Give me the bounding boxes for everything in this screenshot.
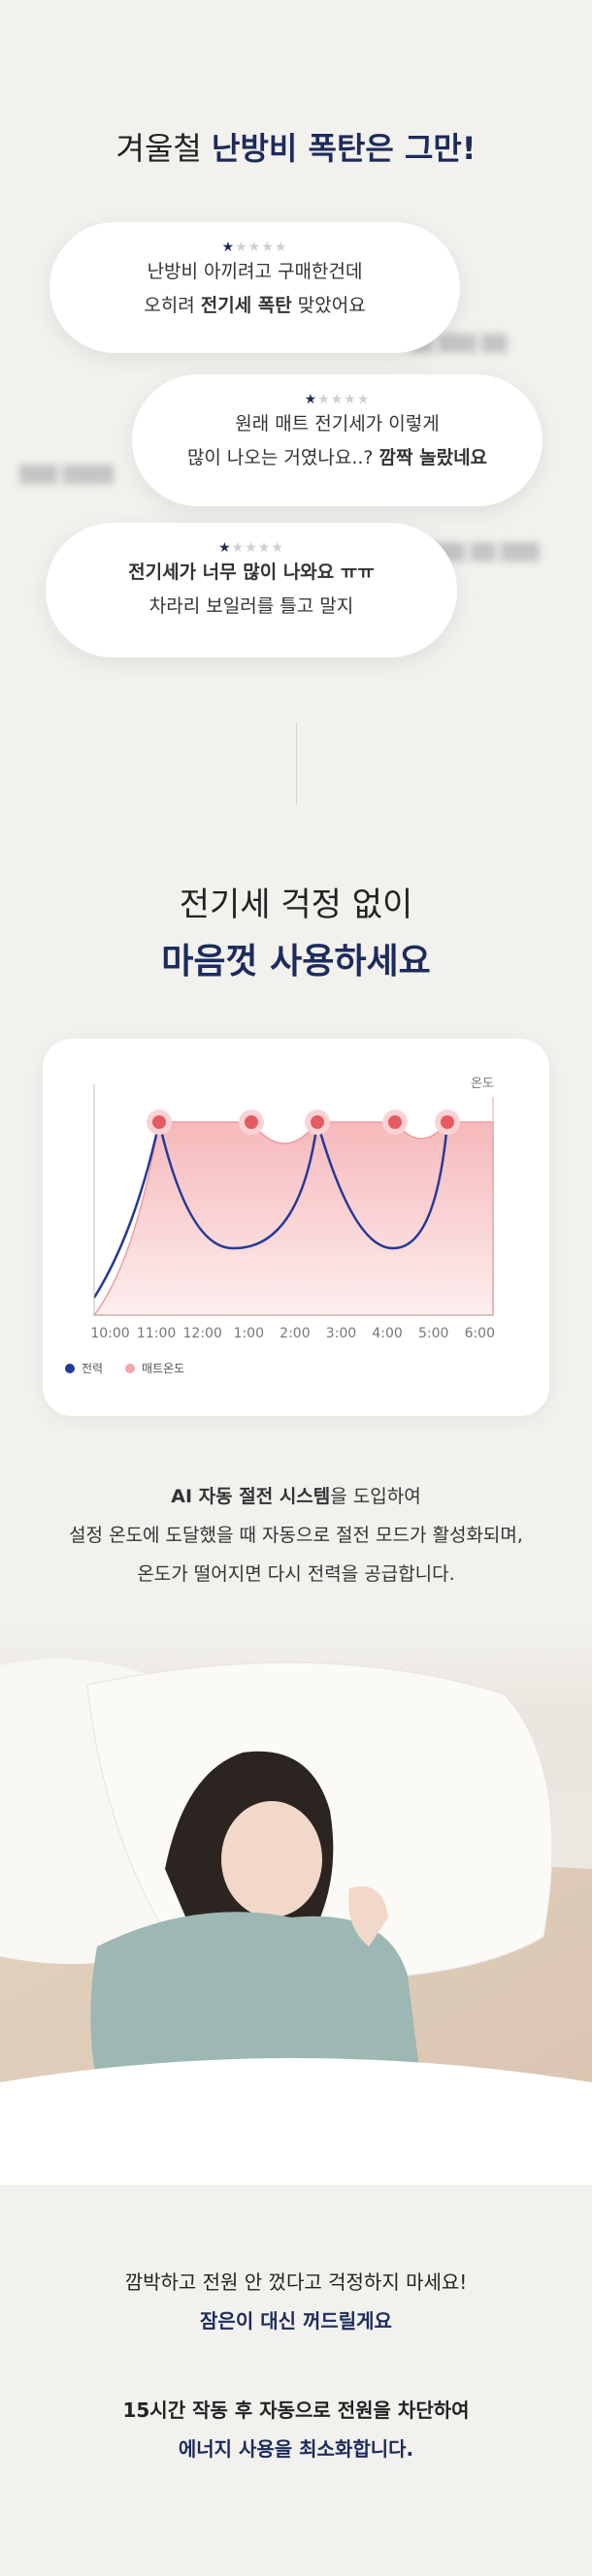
- description-line: 온도가 떨어지면 다시 전력을 공급합니다.: [0, 1560, 592, 1586]
- review-bubble: ★★★★★ 전기세가 너무 많이 나와요 ㅠㅠ 차라리 보일러를 틀고 말지: [46, 523, 457, 658]
- star: ★: [245, 540, 258, 556]
- footer-line: 깜박하고 전원 안 껐다고 걱정하지 마세요!: [0, 2267, 592, 2295]
- text-segment: 난방비 폭탄은 그만!: [212, 130, 477, 167]
- y-axis-label: 온도: [471, 1077, 494, 1091]
- page-title: 겨울철 난방비 폭탄은 그만!: [0, 124, 592, 169]
- text-segment: 원래 매트 전기세가 이렇게: [235, 413, 440, 435]
- text-segment: 깜박하고 전원 안 껐다고 걱정하지 마세요!: [124, 2270, 468, 2294]
- star: ★: [317, 392, 331, 407]
- rating-stars: ★★★★★: [46, 540, 457, 556]
- temperature-area: [92, 1121, 494, 1316]
- footer-line: 잠은이 대신 꺼드릴게요: [0, 2305, 592, 2334]
- x-tick-label: 11:00: [137, 1326, 176, 1341]
- star: ★: [274, 240, 288, 255]
- text-segment: 잠은이 대신 꺼드릴게요: [200, 2309, 392, 2333]
- legend-dot: [125, 1364, 135, 1373]
- heading-2: 마음껏 사용하세요: [161, 942, 431, 982]
- x-tick-label: 5:00: [418, 1326, 448, 1341]
- x-tick-label: 6:00: [465, 1326, 495, 1341]
- text-segment: 많이 나오는 거였나요..?: [186, 447, 379, 468]
- x-tick-label: 10:00: [90, 1326, 129, 1341]
- star: ★: [247, 240, 262, 255]
- text-segment: 겨울철: [115, 130, 213, 167]
- text-segment: 맞았어요: [291, 295, 366, 316]
- star: ★: [218, 540, 232, 556]
- x-tick-label: 1:00: [234, 1326, 264, 1341]
- text-segment: 설정 온도에 도달했을 때 자동으로 절전 모드가 활성화되며,: [69, 1525, 523, 1546]
- x-tick-label: 2:00: [280, 1326, 310, 1341]
- star: ★: [235, 240, 248, 255]
- star: ★: [221, 240, 236, 255]
- rating-stars: ★★★★★: [49, 240, 460, 255]
- review-bubble: ★★★★★ 난방비 아끼려고 구매한건데 오히려 전기세 폭탄 맞았어요: [49, 222, 460, 353]
- review-line: 많이 나오는 거였나요..? 깜짝 놀랐네요: [132, 441, 543, 475]
- footer-line: 에너지 사용을 최소화합니다.: [0, 2433, 592, 2462]
- description-line: AI 자동 절전 시스템을 도입하여: [0, 1482, 592, 1508]
- heading-1: 전기세 걱정 없이: [179, 886, 413, 924]
- star: ★: [231, 540, 246, 556]
- blurred-bg: ▒▒▒ ▒▒ ▒▒▒: [427, 543, 540, 563]
- legend-label: 전력: [82, 1362, 103, 1375]
- text-segment: 15시간 작동 후 자동으로 전원을 차단하여: [122, 2399, 470, 2422]
- text-segment: 온도가 떨어지면 다시 전력을 공급합니다.: [137, 1563, 455, 1585]
- star: ★: [344, 392, 357, 407]
- text-segment: AI 자동 절전 시스템: [171, 1486, 331, 1507]
- star: ★: [257, 540, 272, 556]
- x-tick-label: 4:00: [372, 1326, 402, 1341]
- x-tick-label: 12:00: [183, 1326, 222, 1341]
- star: ★: [261, 240, 275, 255]
- text-segment: 오히려: [144, 295, 201, 316]
- review-line: 전기세가 너무 많이 나와요 ㅠㅠ: [46, 556, 457, 590]
- divider: [296, 723, 297, 805]
- text-segment: 난방비 아끼려고 구매한건데: [147, 261, 363, 282]
- text-segment: 전기세가 너무 많이 나와요 ㅠㅠ: [128, 562, 375, 583]
- review-line: 난방비 아끼려고 구매한건데: [49, 255, 460, 289]
- review-line: 원래 매트 전기세가 이렇게: [132, 407, 543, 441]
- photo: [0, 1626, 592, 2185]
- review-line: 오히려 전기세 폭탄 맞았어요: [49, 289, 460, 323]
- blurred-bg: ▒▒▒ ▒▒▒▒: [19, 466, 114, 485]
- star: ★: [330, 392, 345, 407]
- text-segment: 을 도입하여: [330, 1486, 421, 1507]
- star: ★: [304, 392, 318, 407]
- chart: 온도 10:00 11:00 12:00 1:00 2:00 3:00 4:00 5:00 6:…: [65, 1077, 495, 1375]
- review-bubble: ★★★★★ 원래 매트 전기세가 이렇게 많이 나오는 거였나요..? 깜짝 놀랐네…: [132, 374, 543, 506]
- x-tick-label: 3:00: [326, 1326, 356, 1341]
- description-line: 설정 온도에 도달했을 때 자동으로 절전 모드가 활성화되며,: [0, 1521, 592, 1547]
- review-line: 차라리 보일러를 틀고 말지: [46, 590, 457, 624]
- rating-stars: ★★★★★: [132, 392, 543, 407]
- legend-dot: [65, 1364, 75, 1373]
- footer-line: 15시간 작동 후 자동으로 전원을 차단하여: [0, 2395, 592, 2423]
- star: ★: [356, 392, 371, 407]
- text-segment: 차라리 보일러를 틀고 말지: [148, 596, 354, 617]
- text-segment: 깜짝 놀랐네요: [378, 447, 488, 468]
- chart-card: 온도 10:00 11:00 12:00 1:00 2:00 3:00 4:00 5:00 6:…: [43, 1039, 549, 1416]
- legend-label: 매트온도: [142, 1362, 184, 1375]
- text-segment: 전기세 폭탄: [200, 295, 292, 316]
- star: ★: [271, 540, 284, 556]
- power-curve: [92, 1121, 449, 1299]
- peak-dots: [147, 1110, 460, 1135]
- text-segment: 에너지 사용을 최소화합니다.: [178, 2437, 414, 2461]
